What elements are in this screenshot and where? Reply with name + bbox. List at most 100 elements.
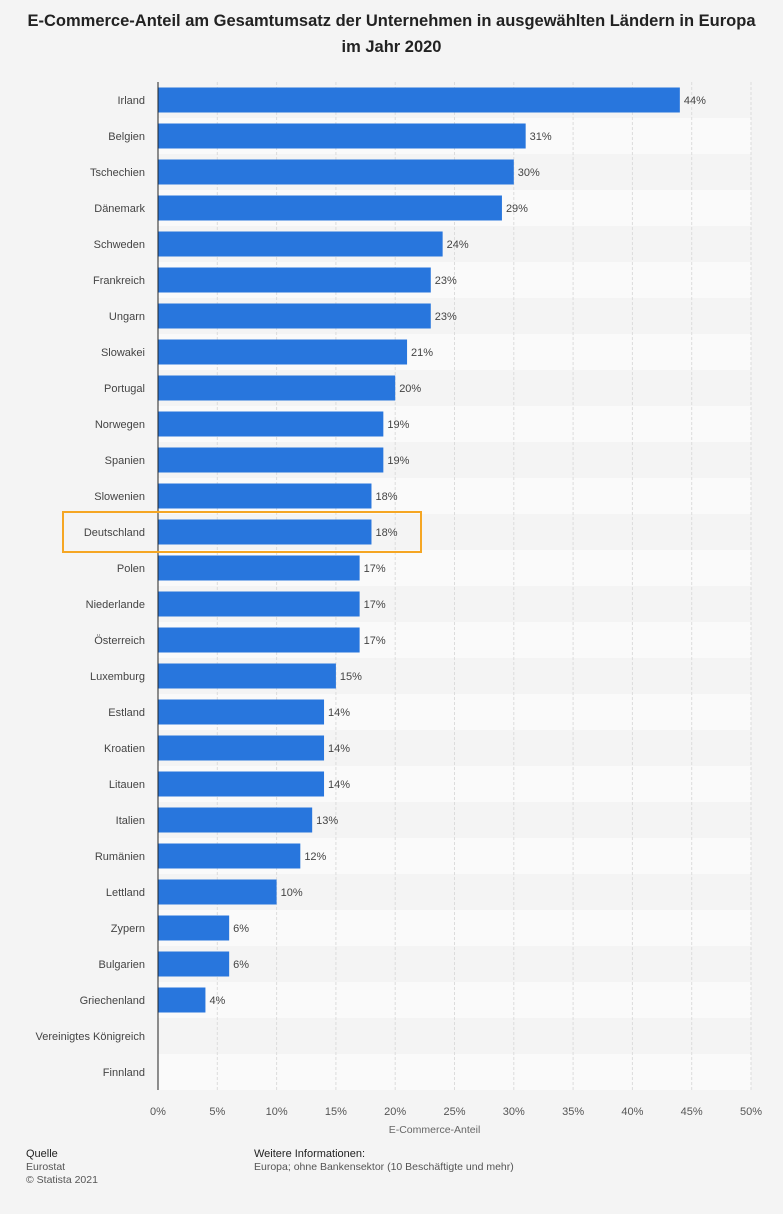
- x-tick-label: 50%: [740, 1106, 762, 1118]
- category-label: Dänemark: [94, 203, 145, 215]
- category-label: Portugal: [104, 383, 145, 395]
- category-label: Zypern: [111, 923, 145, 935]
- bar[interactable]: [158, 555, 360, 581]
- x-axis-label: E-Commerce-Anteil: [389, 1124, 481, 1136]
- category-label: Litauen: [109, 779, 145, 791]
- category-label: Deutschland: [84, 527, 145, 539]
- category-label: Slowenien: [94, 491, 145, 503]
- x-tick-label: 5%: [209, 1106, 225, 1118]
- value-label: 31%: [530, 131, 552, 143]
- value-label: 24%: [447, 239, 469, 251]
- value-label: 14%: [328, 743, 350, 755]
- category-label: Luxemburg: [90, 671, 145, 683]
- bar[interactable]: [158, 375, 396, 401]
- info-text: Europa; ohne Bankensektor (10 Beschäftig…: [254, 1161, 514, 1173]
- value-labels: 44% 31% 30% 29% 24% 23% 23% 21% 20% 19% 19% 18% 18% 1…: [209, 95, 706, 1007]
- x-tick-label: 20%: [384, 1106, 406, 1118]
- category-label: Lettland: [106, 887, 145, 899]
- bar[interactable]: [158, 339, 408, 365]
- category-label: Italien: [116, 815, 145, 827]
- category-label: Ungarn: [109, 311, 145, 323]
- category-label: Schweden: [94, 239, 145, 251]
- bar[interactable]: [158, 843, 301, 869]
- value-label: 17%: [364, 635, 386, 647]
- value-label: 21%: [411, 347, 433, 359]
- category-label: Niederlande: [86, 599, 145, 611]
- bar[interactable]: [158, 987, 206, 1013]
- value-label: 23%: [435, 311, 457, 323]
- value-label: 12%: [304, 851, 326, 863]
- category-label: Frankreich: [93, 275, 145, 287]
- bar[interactable]: [158, 231, 443, 257]
- category-label: Vereinigtes Königreich: [36, 1031, 145, 1043]
- category-label: Bulgarien: [99, 959, 145, 971]
- value-label: 44%: [684, 95, 706, 107]
- value-label: 30%: [518, 167, 540, 179]
- bar[interactable]: [158, 267, 431, 293]
- x-tick-label: 0%: [150, 1106, 166, 1118]
- bar[interactable]: [158, 663, 336, 689]
- value-label: 15%: [340, 671, 362, 683]
- bar[interactable]: [158, 195, 502, 221]
- category-label: Rumänien: [95, 851, 145, 863]
- bar[interactable]: [158, 159, 514, 185]
- category-labels: Irland Belgien Tschechien Dänemark Schweden F…: [36, 95, 146, 1079]
- category-label: Spanien: [105, 455, 145, 467]
- bar[interactable]: [158, 807, 313, 833]
- bar[interactable]: [158, 447, 384, 473]
- highlight-box: [62, 511, 422, 553]
- value-label: 13%: [316, 815, 338, 827]
- value-label: 17%: [364, 563, 386, 575]
- value-label: 6%: [233, 923, 249, 935]
- value-label: 4%: [209, 995, 225, 1007]
- value-label: 14%: [328, 779, 350, 791]
- category-label: Tschechien: [90, 167, 145, 179]
- bar[interactable]: [158, 303, 431, 329]
- bar[interactable]: [158, 123, 526, 149]
- info-label: Weitere Informationen:: [254, 1148, 366, 1160]
- bar[interactable]: [158, 771, 325, 797]
- x-tick-label: 10%: [266, 1106, 288, 1118]
- x-tick-label: 35%: [562, 1106, 584, 1118]
- source-name[interactable]: Eurostat: [26, 1161, 66, 1173]
- bar[interactable]: [158, 879, 277, 905]
- category-label: Slowakei: [101, 347, 145, 359]
- bar[interactable]: [158, 591, 360, 617]
- source-label: Quelle: [26, 1148, 58, 1160]
- value-label: 23%: [435, 275, 457, 287]
- category-label: Estland: [108, 707, 145, 719]
- x-tick-labels: 0% 5% 10% 15% 20% 25% 30% 35% 40% 45% 50%: [150, 1106, 762, 1118]
- category-label: Belgien: [108, 131, 145, 143]
- bar[interactable]: [158, 735, 325, 761]
- bars: [158, 87, 680, 1013]
- value-label: 6%: [233, 959, 249, 971]
- x-tick-label: 30%: [503, 1106, 525, 1118]
- value-label: 19%: [387, 455, 409, 467]
- value-label: 17%: [364, 599, 386, 611]
- copyright: © Statista 2021: [26, 1174, 98, 1186]
- category-label: Griechenland: [80, 995, 145, 1007]
- category-label: Kroatien: [104, 743, 145, 755]
- category-label: Polen: [117, 563, 145, 575]
- bar[interactable]: [158, 627, 360, 653]
- value-label: 18%: [375, 527, 397, 539]
- category-label: Irland: [117, 95, 145, 107]
- bar[interactable]: [158, 87, 680, 113]
- bar[interactable]: [158, 951, 230, 977]
- bar[interactable]: [158, 699, 325, 725]
- bar[interactable]: [158, 519, 372, 545]
- x-tick-label: 15%: [325, 1106, 347, 1118]
- x-tick-label: 45%: [681, 1106, 703, 1118]
- x-tick-label: 25%: [443, 1106, 465, 1118]
- bar[interactable]: [158, 411, 384, 437]
- bar[interactable]: [158, 915, 230, 941]
- value-label: 14%: [328, 707, 350, 719]
- source-block: Quelle Eurostat © Statista 2021: [26, 1148, 98, 1187]
- value-label: 20%: [399, 383, 421, 395]
- info-block: Weitere Informationen: Europa; ohne Bank…: [254, 1148, 514, 1174]
- bar[interactable]: [158, 483, 372, 509]
- x-tick-label: 40%: [621, 1106, 643, 1118]
- value-label: 19%: [387, 419, 409, 431]
- category-label: Österreich: [94, 635, 145, 647]
